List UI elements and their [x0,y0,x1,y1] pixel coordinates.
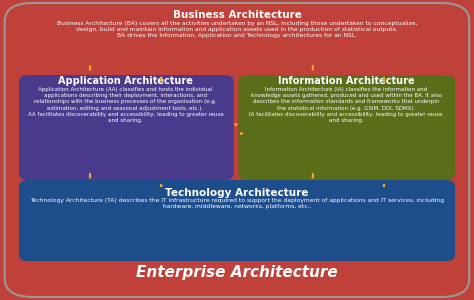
Text: Information Architecture (IA) classifies the information and
knowledge assets ga: Information Architecture (IA) classifies… [249,87,443,123]
Text: Technology Architecture: Technology Architecture [165,188,309,197]
Text: Application Architecture (AA) classifies and hosts the individual
applications d: Application Architecture (AA) classifies… [28,87,223,123]
FancyBboxPatch shape [5,3,469,297]
FancyBboxPatch shape [19,75,234,180]
Text: Enterprise Architecture: Enterprise Architecture [136,266,338,280]
Text: Business Architecture (BA) covers all the activities undertaken by an NSL, inclu: Business Architecture (BA) covers all th… [57,21,417,38]
FancyBboxPatch shape [19,180,455,261]
Text: Business Architecture: Business Architecture [173,11,301,20]
Text: Technology Architecture (TA) describes the IT infrastructure required to support: Technology Architecture (TA) describes t… [30,198,444,209]
FancyBboxPatch shape [238,75,455,180]
Text: Application Architecture: Application Architecture [58,76,193,86]
Text: Information Architecture: Information Architecture [278,76,414,86]
